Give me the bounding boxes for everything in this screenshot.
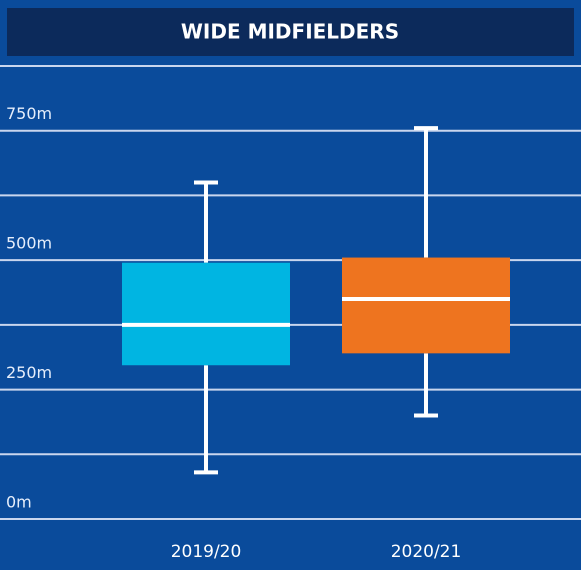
y-tick-label: 0m — [6, 493, 32, 512]
y-tick-label: 750m — [6, 104, 52, 123]
title-bar — [7, 8, 574, 56]
box — [122, 262, 290, 366]
y-tick-label: 250m — [6, 363, 52, 382]
y-tick-label: 500m — [6, 234, 52, 253]
box — [342, 257, 510, 354]
x-tick-label: 2019/20 — [171, 542, 242, 562]
x-tick-label: 2020/21 — [391, 542, 462, 562]
chart-title: WIDE MIDFIELDERS — [181, 20, 399, 44]
